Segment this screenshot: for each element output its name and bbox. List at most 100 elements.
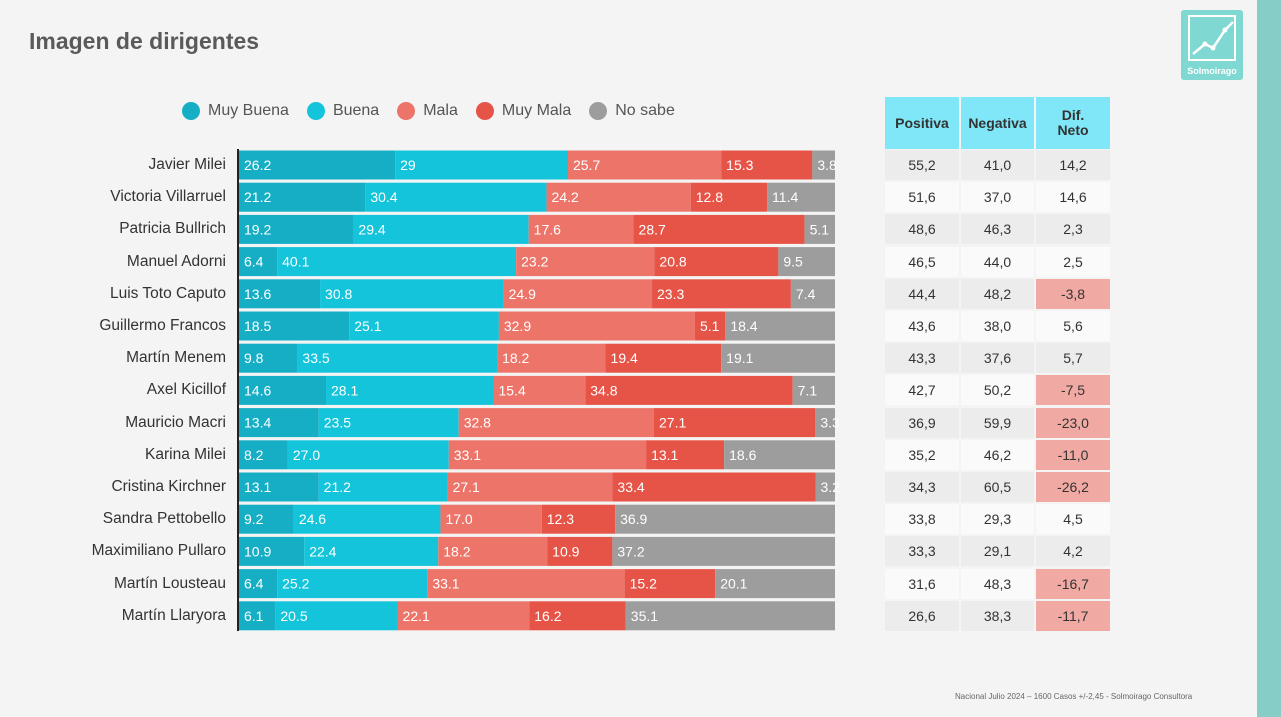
legend-item: Muy Mala: [475, 102, 572, 120]
category-label: Javier Milei: [148, 156, 226, 173]
bar-segment: [239, 408, 319, 438]
data-label: 15.4: [498, 382, 525, 398]
table-cell: 29,1: [961, 536, 1034, 567]
data-label: 12.8: [696, 189, 723, 205]
page-title: Imagen de dirigentes: [29, 28, 260, 54]
table-cell: 5,7: [1036, 343, 1110, 374]
bar-segment: [715, 569, 835, 599]
table-cell: 44,0: [961, 246, 1034, 277]
bar-segment: [652, 279, 791, 309]
table-cell: 31,6: [885, 568, 959, 599]
data-label: 33.5: [302, 350, 329, 366]
bar-segment: [497, 343, 606, 373]
category-label: Martín Llaryora: [121, 606, 226, 624]
data-label: 5.1: [810, 221, 830, 237]
bar-segment: [239, 440, 288, 470]
data-label: 28.1: [331, 382, 358, 398]
data-label: 33.4: [617, 479, 644, 495]
bar-segment: [503, 279, 653, 309]
data-label: 25.7: [573, 157, 600, 173]
data-label: 30.8: [325, 286, 352, 302]
table-cell: 14,6: [1036, 182, 1110, 213]
data-label: 12.3: [547, 511, 574, 527]
data-label: 3.3: [820, 415, 840, 431]
bar-segment: [239, 375, 327, 405]
bar-segment: [804, 214, 835, 244]
data-label: 13.6: [244, 286, 271, 302]
data-label: 20.1: [720, 576, 747, 592]
legend-item: No sabe: [589, 102, 675, 120]
data-label: 6.1: [244, 608, 264, 624]
table-cell: -23,0: [1036, 407, 1110, 438]
bar-segment: [318, 472, 448, 502]
data-label: 20.8: [659, 254, 686, 270]
data-label: 29: [400, 157, 416, 173]
bar-segment: [498, 311, 695, 341]
data-label: 9.5: [783, 254, 803, 270]
bar-segment: [365, 182, 547, 212]
bar-segment: [654, 408, 816, 438]
chart-trend-icon: [1188, 15, 1236, 61]
y-axis-line: [237, 149, 239, 631]
legend-label: Muy Mala: [501, 102, 572, 119]
table-cell: 51,6: [885, 182, 959, 213]
data-label: 13.1: [244, 479, 271, 495]
bar-segment: [612, 472, 816, 502]
bar-segment: [541, 504, 616, 534]
table-cell: 43,6: [885, 311, 959, 341]
bar-segment: [625, 601, 835, 631]
table-cell: 38,0: [961, 311, 1034, 341]
bar-segment: [694, 311, 726, 341]
table-cell: -3,8: [1036, 278, 1110, 309]
data-label: 27.1: [659, 415, 686, 431]
category-label: Cristina Kirchner: [111, 478, 226, 495]
bar-segment: [277, 247, 517, 277]
data-label: 16.2: [534, 608, 561, 624]
bar-segment: [427, 569, 625, 599]
legend-label: Muy Buena: [208, 102, 289, 119]
data-label: 25.1: [354, 318, 381, 334]
table-header: Positiva: [885, 97, 959, 149]
bar-segment: [815, 408, 835, 438]
data-label: 15.3: [726, 157, 753, 173]
bar-segment: [239, 343, 298, 373]
bar-segment: [767, 182, 835, 212]
table-cell: 48,6: [885, 214, 959, 245]
bar-segment: [438, 536, 548, 566]
category-label: Maximiliano Pullaro: [91, 542, 226, 560]
bar-segment: [447, 472, 613, 502]
data-label: 19.4: [611, 350, 638, 366]
data-label: 7.4: [796, 286, 816, 302]
table-cell: 38,3: [961, 600, 1034, 631]
bar-segment: [239, 601, 276, 631]
data-label: 37.2: [617, 543, 644, 559]
table-header: Dif. Neto: [1036, 97, 1110, 149]
bar-segment: [293, 504, 441, 534]
data-label: 15.2: [630, 576, 657, 592]
legend-item: Mala: [397, 102, 458, 120]
bar-segment: [528, 214, 634, 244]
table-cell: 48,3: [961, 568, 1034, 599]
table-cell: 5,6: [1036, 311, 1110, 341]
data-label: 19.1: [726, 350, 753, 366]
data-label: 22.1: [403, 608, 430, 624]
bar-segment: [721, 343, 835, 373]
data-label: 33.1: [432, 576, 459, 592]
data-label: 30.4: [370, 189, 397, 205]
table-cell: 46,5: [885, 246, 959, 277]
bar-segment: [612, 536, 835, 566]
table-cell: 33,3: [885, 536, 959, 567]
bar-segment: [605, 343, 722, 373]
bar-segment: [277, 569, 428, 599]
legend-swatch: [397, 102, 416, 120]
table-cell: 29,3: [961, 504, 1034, 535]
data-label: 22.4: [309, 543, 336, 559]
bar-segment: [493, 375, 586, 405]
table-cell: 42,7: [885, 375, 959, 406]
table-cell: -11,0: [1036, 439, 1110, 470]
stacked-bar-chart: 26.2 29 25.7 15.3 3.8 21.2 30.4 24.2 12.8 11.4 19.…: [239, 150, 840, 631]
data-label: 25.2: [282, 576, 309, 592]
table-cell: 14,2: [1036, 150, 1110, 180]
data-label: 14.6: [244, 382, 271, 398]
data-label: 6.4: [244, 254, 264, 270]
